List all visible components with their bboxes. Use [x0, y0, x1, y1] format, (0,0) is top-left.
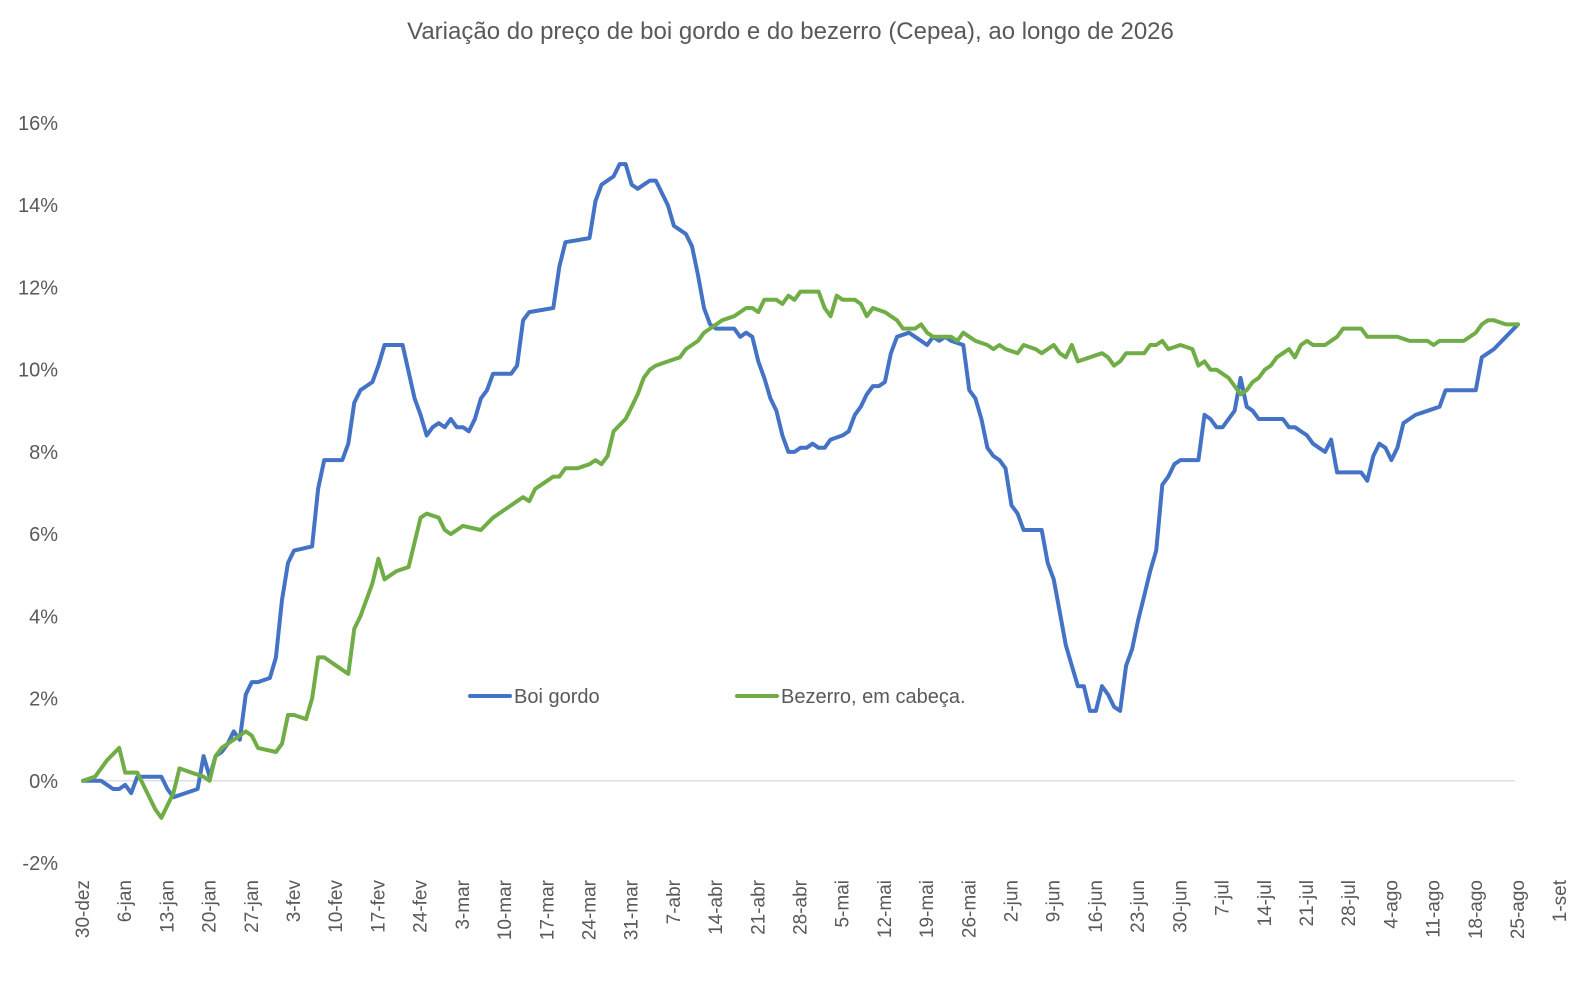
x-tick-label: 3-mar — [453, 879, 474, 929]
x-tick-label: 28-jul — [1339, 880, 1360, 926]
x-tick-label: 4-ago — [1381, 880, 1402, 929]
y-tick-label: 10% — [18, 360, 58, 382]
x-tick-label: 25-ago — [1508, 880, 1529, 939]
series-line-2 — [81, 289, 1520, 820]
x-tick-label: 10-mar — [495, 879, 516, 940]
y-tick-label: 12% — [18, 277, 58, 299]
x-tick-label: 28-abr — [791, 879, 812, 935]
x-tick-label: 18-ago — [1466, 880, 1487, 939]
y-tick-label: 2% — [29, 689, 58, 711]
x-tick-label: 10-fev — [326, 880, 347, 933]
x-tick-label: 20-jan — [200, 880, 221, 933]
x-tick-label: 11-ago — [1424, 880, 1445, 938]
x-tick-label: 19-mai — [917, 880, 938, 938]
y-tick-label: 0% — [29, 771, 58, 793]
y-tick-label: 4% — [29, 606, 58, 628]
x-tick-label: 26-mai — [959, 880, 980, 938]
x-tick-label: 30-dez — [73, 880, 94, 938]
x-tick-label: 7-jul — [1213, 880, 1234, 916]
x-tick-label: 30-jun — [1170, 880, 1191, 933]
x-tick-label: 27-jan — [242, 880, 263, 933]
x-tick-label: 9-jun — [1044, 880, 1065, 922]
x-tick-label: 21-abr — [748, 879, 769, 935]
x-tick-label: 3-fev — [284, 880, 305, 923]
y-tick-label: -2% — [22, 853, 58, 875]
x-tick-label: 31-mar — [622, 879, 643, 940]
x-tick-label: 17-fev — [368, 880, 389, 933]
y-tick-label: 16% — [18, 113, 58, 135]
y-tick-label: 8% — [29, 442, 58, 464]
y-tick-label: 14% — [18, 195, 58, 217]
x-tick-label: 7-abr — [664, 879, 685, 924]
series-line-1 — [81, 162, 1520, 800]
chart-title: Variação do preço de boi gordo e do beze… — [407, 18, 1174, 45]
x-tick-label: 13-jan — [157, 880, 178, 933]
x-tick-label: 14-abr — [706, 879, 727, 935]
x-tick-label: 24-mar — [579, 879, 600, 940]
x-tick-label: 5-mai — [833, 880, 854, 928]
y-tick-label: 6% — [29, 524, 58, 546]
x-tick-label: 2-jun — [1002, 880, 1023, 922]
x-tick-label: 12-mai — [875, 880, 896, 938]
x-tick-label: 17-mar — [537, 879, 558, 940]
x-tick-label: 21-jul — [1297, 880, 1318, 926]
legend-label-1: Boi gordo — [514, 686, 600, 708]
x-tick-label: 14-jul — [1255, 880, 1276, 926]
x-tick-label: 6-jan — [115, 880, 136, 922]
legend-label-2: Bezerro, em cabeça. — [781, 686, 966, 708]
x-tick-label: 24-fev — [411, 880, 432, 933]
x-tick-label: 23-jun — [1128, 880, 1149, 933]
x-tick-label: 16-jun — [1086, 880, 1107, 933]
x-tick-label: 1-set — [1550, 879, 1571, 922]
